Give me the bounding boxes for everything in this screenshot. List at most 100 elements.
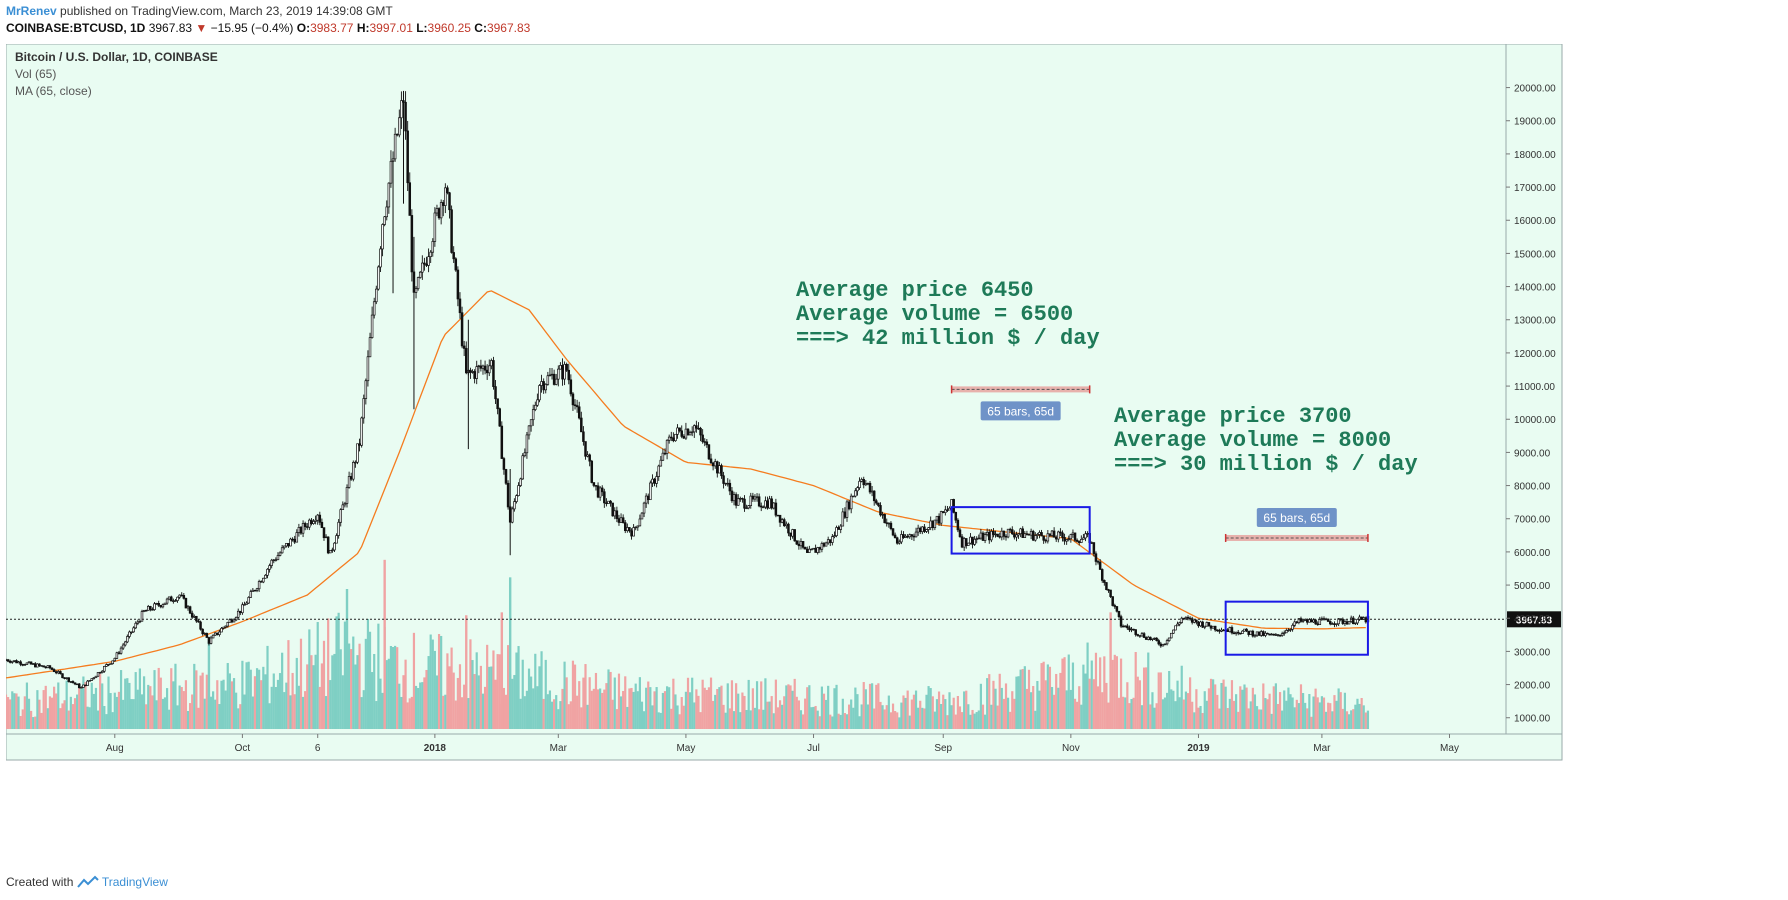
candle [1040,529,1043,537]
volume-bar [619,696,623,729]
volume-bar [1142,667,1146,729]
volume-bar [1249,701,1252,729]
candle-body [586,454,589,457]
candle [1069,533,1073,543]
candle [25,662,29,665]
candle-body [858,480,861,489]
volume-bar [1021,668,1024,729]
candle-body [59,671,62,675]
volume-bar [1270,713,1273,729]
volume-bar [475,652,478,729]
candle [973,535,976,546]
volume-bar [425,669,428,729]
volume-bar [1272,686,1275,729]
symbol-name: COINBASE:BTCUSD, 1D [6,21,146,35]
candle [640,512,644,520]
volume-bar [329,680,332,729]
volume-bar [358,643,361,729]
volume-bar [864,689,867,729]
volume-bar [327,618,330,729]
volume-bar [766,701,769,729]
candle [862,476,865,489]
candle [1057,530,1060,543]
candle-body [542,381,545,391]
candle-body [80,687,83,689]
candle-body [184,597,188,609]
tradingview-brand-link[interactable]: TradingView [101,875,168,889]
volume-bar [703,687,706,729]
volume-bar [735,683,738,729]
chart-container[interactable]: 65 bars, 65d 65 bars, 65d Average price 6… [4,43,1782,864]
y-tick-label: 20000.00 [1514,84,1556,95]
volume-bar [59,708,62,729]
candle-body [278,552,282,556]
candle-body [326,536,330,554]
volume-bar [241,660,244,729]
candle-body [142,610,146,612]
volume-spike [500,612,504,729]
candle [981,531,985,541]
candle-body [1082,537,1085,540]
author-link[interactable]: MrRenev [6,4,57,18]
volume-bar [741,692,744,729]
volume-bar [530,676,533,729]
candle-body [575,405,579,408]
candle [190,610,194,619]
candle [1149,636,1152,641]
candle [52,668,56,673]
candle [778,514,782,527]
candle-body [471,371,474,373]
candle-body [481,365,485,369]
candle [889,521,893,531]
volume-bar [107,676,110,729]
volume-bar [30,710,33,729]
candle [278,551,282,557]
candle-body [253,589,257,592]
candle [6,658,10,663]
volume-bar [92,693,95,729]
volume-bar [538,666,541,729]
candle [153,602,156,611]
candle-body [333,542,336,551]
candle-body [306,526,309,528]
volume-bar [649,687,652,729]
candle-body [172,600,175,602]
candle-body [255,588,259,591]
candle [1257,631,1261,637]
candle [377,265,380,291]
volume-bar [1011,691,1014,729]
volume-bar [371,672,374,729]
candle-body [600,487,604,493]
candle [264,574,267,579]
candle-body [42,665,45,668]
footer: Created with TradingView [6,875,168,889]
volume-bar [946,715,949,729]
volume-bar [134,672,137,729]
candle [793,529,796,542]
volume-bar [689,692,692,729]
candle-body [741,498,744,500]
candle [856,486,859,496]
candle-body [640,512,644,520]
volume-bar [50,697,54,729]
candle-body [297,527,301,533]
volume-bar [772,713,775,729]
volume-bar [569,701,572,729]
volume-bar [1082,664,1085,729]
volume-bar [781,704,784,729]
candle [257,579,261,592]
candle-body [1289,628,1292,631]
y-tick-label: 11000.00 [1514,382,1555,393]
candle [1213,625,1217,632]
open-label: O: [296,21,311,35]
volume-bar [414,685,418,729]
volume-bar [755,681,759,729]
volume-bar [977,710,980,729]
candle-body [270,559,273,566]
candle-body [695,425,698,429]
volume-bar [582,677,585,729]
candle [364,378,368,405]
volume-bar [806,687,809,729]
candle-body [140,611,144,622]
